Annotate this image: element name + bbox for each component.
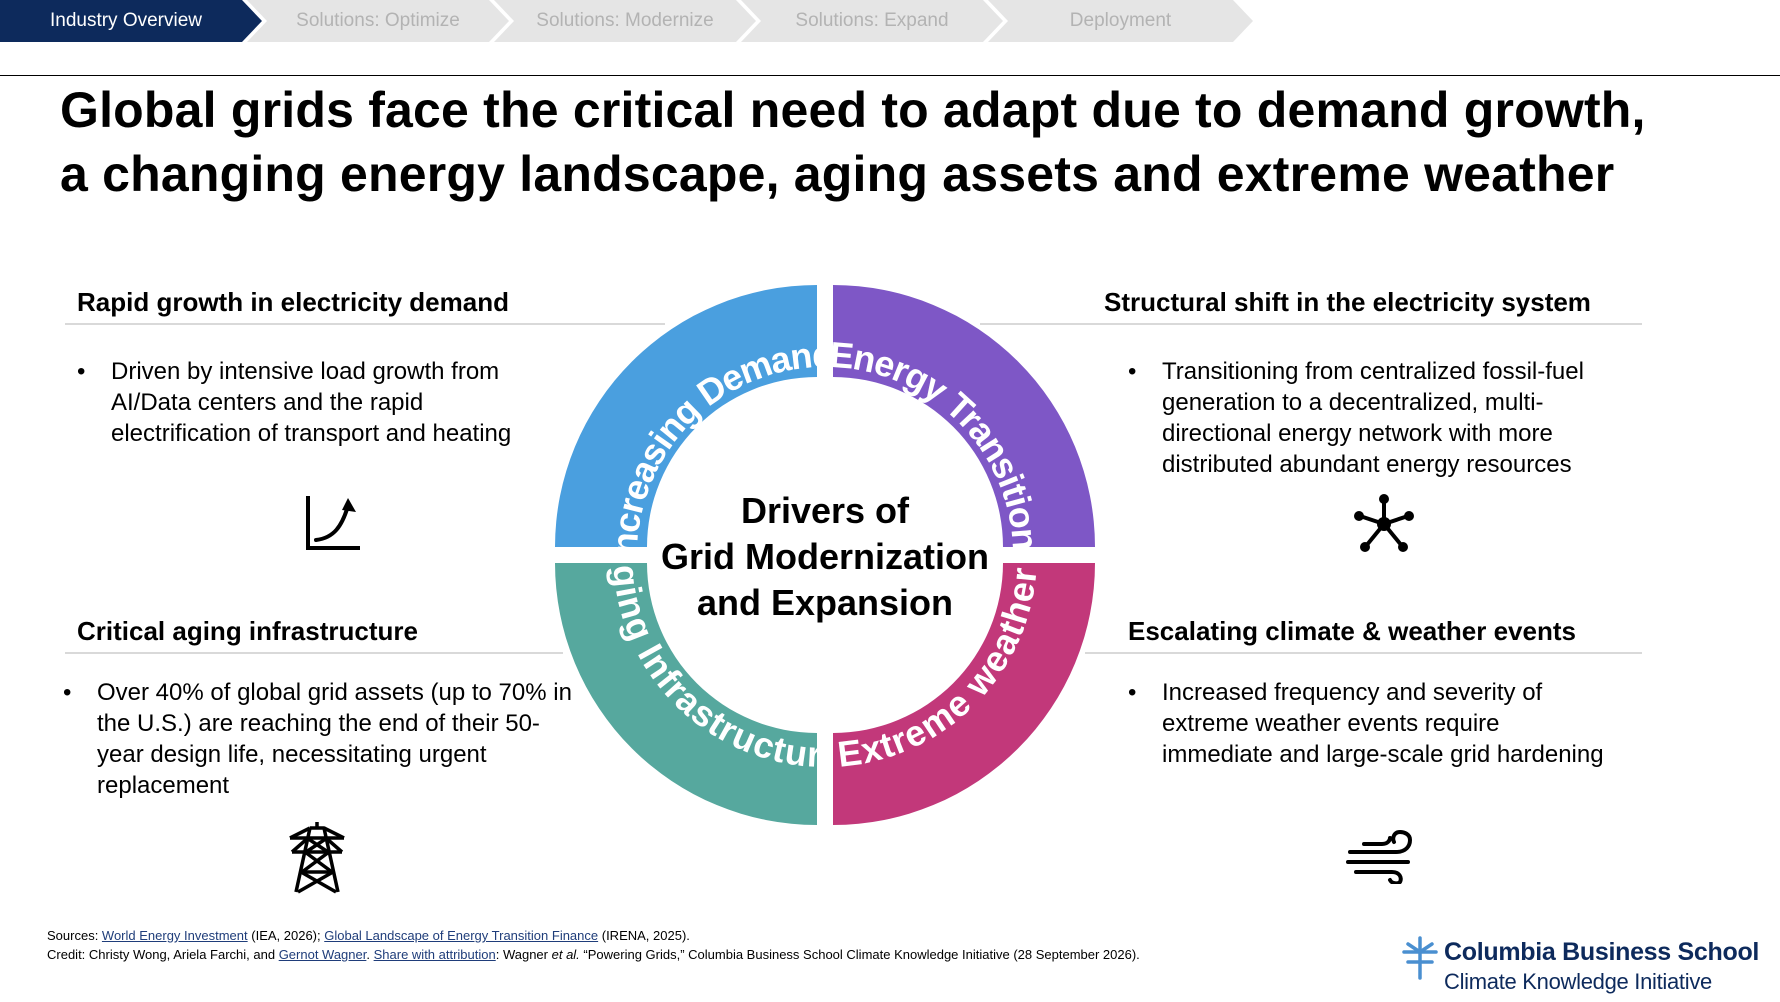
columbia-logo: Columbia Business School Climate Knowled… — [1400, 936, 1760, 996]
structural-bullet: • Transitioning from centralized fossil-… — [1128, 358, 1584, 478]
breadcrumb-item-industry-overview[interactable]: Industry Overview — [0, 0, 262, 42]
wheel-center-title: Drivers of Grid Modernization and Expans… — [661, 490, 989, 623]
page-title: Global grids face the critical need to a… — [60, 82, 1646, 202]
header-divider — [0, 75, 1780, 76]
breadcrumb-item-solutions-expand[interactable]: Solutions: Expand — [741, 0, 1003, 42]
logo-initiative-name: Climate Knowledge Initiative — [1444, 969, 1712, 994]
share-attribution-link[interactable]: Share with attribution — [373, 947, 496, 962]
segment-increasing-demand — [555, 285, 817, 547]
structural-heading: Structural shift in the electricity syst… — [1104, 287, 1591, 317]
sources-line: Sources: World Energy Investment (IEA, 2… — [47, 928, 690, 943]
bullet-dot: • — [63, 679, 72, 706]
wind-icon — [1346, 830, 1413, 884]
demand-heading: Rapid growth in electricity demand — [77, 287, 509, 317]
bullet-dot: • — [77, 358, 86, 385]
network-hub-icon — [1354, 494, 1414, 552]
demand-bullet: • Driven by intensive load growth from A… — [77, 358, 512, 447]
structural-heading-rule — [980, 323, 1642, 325]
breadcrumb-item-deployment[interactable]: Deployment — [988, 0, 1253, 42]
transmission-tower-icon — [289, 822, 345, 894]
logo-school-name: Columbia Business School — [1444, 938, 1760, 966]
demand-heading-rule — [65, 323, 665, 325]
breadcrumb: Industry Overview Solutions: Optimize So… — [0, 0, 1260, 42]
climate-heading: Escalating climate & weather events — [1128, 616, 1576, 646]
source-link-world-energy-investment[interactable]: World Energy Investment — [101, 928, 248, 943]
author-link-gernot-wagner[interactable]: Gernot Wagner — [278, 947, 367, 962]
bullet-dot: • — [1128, 679, 1137, 706]
segment-energy-transition — [833, 285, 1095, 547]
segment-aging-infrastructure — [555, 563, 817, 825]
breadcrumb-item-solutions-modernize[interactable]: Solutions: Modernize — [494, 0, 756, 42]
credit-line: Credit: Christy Wong, Ariela Farchi, and… — [47, 947, 1140, 962]
bullet-dot: • — [1128, 358, 1137, 385]
sources-footnote: Sources: World Energy Investment (IEA, 2… — [47, 926, 1140, 964]
climate-bullet: • Increased frequency and severity of ex… — [1128, 679, 1604, 768]
breadcrumb-item-solutions-optimize[interactable]: Solutions: Optimize — [247, 0, 509, 42]
aging-heading: Critical aging infrastructure — [77, 616, 418, 646]
source-link-irena-finance[interactable]: Global Landscape of Energy Transition Fi… — [324, 928, 599, 943]
growth-chart-icon — [306, 496, 360, 550]
drivers-wheel: Increasing Demand Energy Transition Agin… — [555, 285, 1095, 825]
climate-heading-rule — [1085, 652, 1642, 654]
aging-heading-rule — [65, 652, 563, 654]
aging-bullet: • Over 40% of global grid assets (up to … — [63, 679, 572, 799]
crown-emblem-icon — [1402, 936, 1438, 980]
segment-extreme-weather — [833, 563, 1095, 825]
